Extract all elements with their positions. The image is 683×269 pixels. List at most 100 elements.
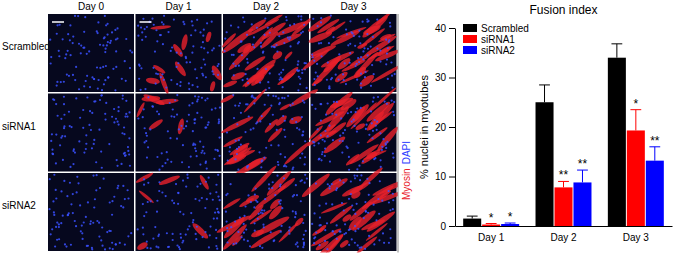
x-tick: Day 1 <box>478 226 505 243</box>
nucleus <box>137 25 139 27</box>
legend-label: siRNA1 <box>481 34 515 45</box>
nucleus <box>121 78 123 80</box>
nucleus <box>259 245 261 247</box>
nucleus <box>386 103 388 105</box>
myotube <box>136 241 149 252</box>
nucleus <box>355 111 357 113</box>
column-label: Day 1 <box>165 1 192 12</box>
nucleus <box>216 149 218 151</box>
nucleus <box>240 236 242 238</box>
nucleus <box>265 68 267 70</box>
nucleus <box>382 138 384 140</box>
nucleus <box>277 164 279 166</box>
nucleus <box>179 233 181 235</box>
myotube <box>230 71 246 82</box>
myotube <box>378 33 397 44</box>
nucleus <box>388 201 390 203</box>
nucleus <box>157 235 159 237</box>
nucleus <box>246 34 248 36</box>
nucleus <box>116 121 118 123</box>
nucleus <box>280 231 282 233</box>
nucleus <box>297 60 299 62</box>
nucleus <box>364 71 366 73</box>
nucleus <box>127 197 129 199</box>
nucleus <box>379 180 381 182</box>
nucleus <box>200 116 202 118</box>
nucleus <box>170 50 172 52</box>
nucleus <box>80 44 82 46</box>
nucleus <box>87 245 89 247</box>
nucleus <box>51 153 53 155</box>
myotube <box>191 221 210 240</box>
nucleus <box>292 143 294 145</box>
nucleus <box>167 31 169 33</box>
nucleus <box>252 127 254 129</box>
nucleus <box>218 120 220 122</box>
nucleus <box>328 85 330 87</box>
nucleus <box>320 120 322 122</box>
nucleus <box>302 222 304 224</box>
nucleus <box>349 52 351 54</box>
nucleus <box>70 203 72 205</box>
myotube <box>238 197 255 209</box>
micrograph <box>135 171 222 251</box>
nucleus <box>204 231 206 233</box>
nucleus <box>65 245 67 247</box>
nucleus <box>209 225 211 227</box>
nucleus <box>272 114 274 116</box>
nucleus <box>286 19 288 21</box>
nucleus <box>331 203 333 205</box>
nucleus <box>194 29 196 31</box>
nucleus <box>55 226 57 228</box>
nucleus <box>340 117 342 119</box>
nucleus <box>96 174 98 176</box>
myotube <box>220 93 235 104</box>
nucleus <box>155 83 157 85</box>
y-tick-mark <box>449 226 455 227</box>
nucleus <box>120 163 122 165</box>
nucleus <box>391 75 393 77</box>
nucleus <box>177 192 179 194</box>
nucleus <box>251 23 253 25</box>
nucleus <box>300 32 302 34</box>
nucleus <box>256 68 258 70</box>
nucleus <box>112 68 114 70</box>
nucleus <box>332 230 334 232</box>
nucleus <box>185 57 187 59</box>
error-bar <box>467 216 478 218</box>
nucleus <box>260 42 262 44</box>
nucleus <box>129 165 131 167</box>
nucleus <box>74 15 76 17</box>
nucleus <box>182 179 184 181</box>
nucleus <box>72 193 74 195</box>
x-tick-label: Day 3 <box>623 232 650 243</box>
nucleus <box>161 165 163 167</box>
nucleus <box>254 230 256 232</box>
myotube <box>331 177 342 186</box>
myotube <box>271 31 303 49</box>
nucleus <box>299 77 301 79</box>
nucleus <box>56 221 58 223</box>
nucleus <box>249 245 251 247</box>
nucleus <box>145 36 147 38</box>
significance: ********* <box>489 97 660 225</box>
nucleus <box>75 66 77 68</box>
nucleus <box>324 147 326 149</box>
nucleus <box>370 110 372 112</box>
nucleus <box>192 84 194 86</box>
myotube <box>301 47 331 71</box>
nucleus <box>356 107 358 109</box>
nucleus <box>192 221 194 223</box>
nucleus <box>155 72 157 74</box>
nucleus <box>358 35 360 37</box>
nucleus <box>238 65 240 67</box>
nucleus <box>240 41 242 43</box>
nucleus <box>72 42 74 44</box>
nucleus <box>373 243 375 245</box>
nucleus <box>99 187 101 189</box>
nucleus <box>121 132 123 134</box>
nucleus <box>344 62 346 64</box>
nucleus <box>101 226 103 228</box>
nucleus <box>289 45 291 47</box>
nucleus <box>253 206 255 208</box>
